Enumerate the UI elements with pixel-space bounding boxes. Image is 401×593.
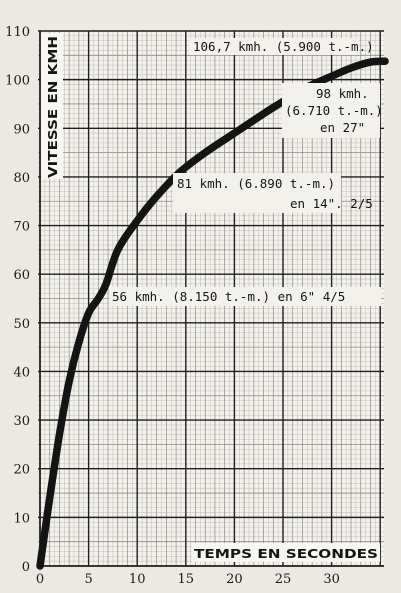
annotation-106kmh-background (189, 38, 359, 55)
y-axis-label-background (41, 33, 63, 179)
y-tick-label: 110 (5, 25, 30, 40)
y-tick-label: 50 (13, 317, 30, 332)
annotation-106kmh: 106,7 kmh. (5.900 t.-m.) (189, 38, 374, 55)
annotation-81kmh: 81 kmh. (6.890 t.-m.) en 14". 2/5 (173, 173, 373, 213)
annotation-98kmh-line1: 98 kmh. (316, 86, 369, 101)
x-tick-label: 30 (323, 572, 340, 587)
y-axis-label: VITESSE EN KMH (46, 36, 60, 178)
annotation-98kmh: 98 kmh. (6.710 t.-m.) en 27" (282, 83, 383, 138)
y-tick-label: 90 (13, 122, 30, 137)
x-axis-label-background (192, 543, 380, 562)
y-tick-label: 20 (13, 463, 30, 478)
x-tick-label: 15 (178, 572, 195, 587)
y-tick-label: 30 (13, 414, 30, 429)
x-axis-label: TEMPS EN SECONDES (194, 547, 378, 561)
x-tick-label: 25 (275, 572, 292, 587)
x-tick-label: 0 (36, 572, 44, 587)
y-tick-label: 80 (13, 171, 30, 186)
y-tick-label: 40 (13, 365, 30, 380)
x-tick-label: 20 (226, 572, 243, 587)
annotation-81kmh-background (173, 173, 341, 213)
annotation-81kmh-line1: 81 kmh. (6.890 t.-m.) (177, 176, 335, 191)
annotation-81kmh-line2: en 14". 2/5 (290, 196, 373, 211)
y-tick-label: 70 (13, 220, 30, 235)
annotation-98kmh-line3: en 27" (320, 120, 365, 135)
annotation-56kmh-text: 56 kmh. (8.150 t.-m.) en 6" 4/5 (112, 289, 345, 304)
annotation-106kmh-text: 106,7 kmh. (5.900 t.-m.) (193, 39, 374, 54)
y-axis-ticks: 0 10 20 30 40 50 60 70 80 90 100 110 (5, 25, 30, 575)
y-tick-label: 10 (13, 511, 30, 526)
y-tick-label: 100 (5, 74, 30, 89)
x-tick-label: 5 (84, 572, 92, 587)
annotation-98kmh-background (282, 83, 380, 138)
annotation-56kmh-background (109, 287, 381, 306)
x-tick-label: 10 (129, 572, 146, 587)
annotation-98kmh-line2: (6.710 t.-m.) (285, 103, 383, 118)
y-tick-label: 0 (22, 560, 30, 575)
annotation-56kmh: 56 kmh. (8.150 t.-m.) en 6" 4/5 (109, 287, 381, 306)
x-axis-ticks: 0 5 10 15 20 25 30 (36, 572, 340, 587)
y-tick-label: 60 (13, 268, 30, 283)
